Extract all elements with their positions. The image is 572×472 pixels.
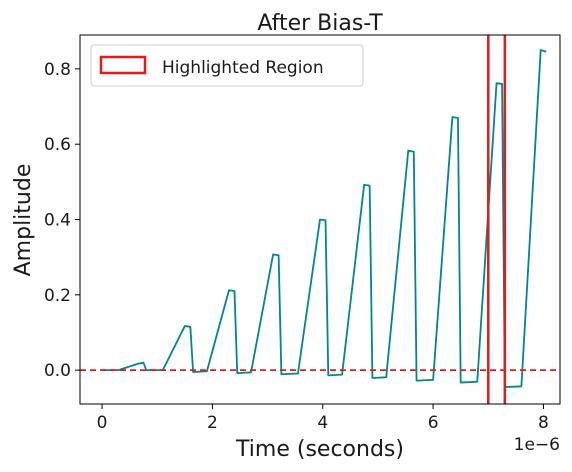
legend-label: Highlighted Region [162, 58, 324, 78]
legend-swatch [99, 55, 147, 75]
chart-title: After Bias-T [257, 11, 383, 36]
legend-box [90, 44, 364, 87]
y-tick-label: 0.6 [44, 135, 71, 155]
x-axis-offset-label: 1e−6 [514, 435, 560, 455]
y-axis-ticks: 0.0 0.2 0.4 0.6 0.8 [44, 60, 80, 381]
x-tick-label: 8 [538, 413, 549, 433]
x-tick-label: 0 [97, 413, 108, 433]
plot-area [80, 35, 560, 404]
y-axis-label: Amplitude [11, 164, 36, 277]
x-axis-label: Time (seconds) [235, 437, 404, 462]
legend: Highlighted Region [90, 44, 364, 87]
y-tick-label: 0.2 [44, 286, 71, 306]
x-tick-label: 6 [428, 413, 439, 433]
x-axis-ticks: 0 2 4 6 8 [97, 404, 549, 433]
y-tick-label: 0.4 [44, 211, 71, 231]
x-tick-label: 4 [317, 413, 328, 433]
x-tick-label: 2 [207, 413, 218, 433]
series-line [102, 49, 547, 388]
y-tick-label: 0.0 [44, 361, 71, 381]
y-tick-label: 0.8 [44, 60, 71, 80]
